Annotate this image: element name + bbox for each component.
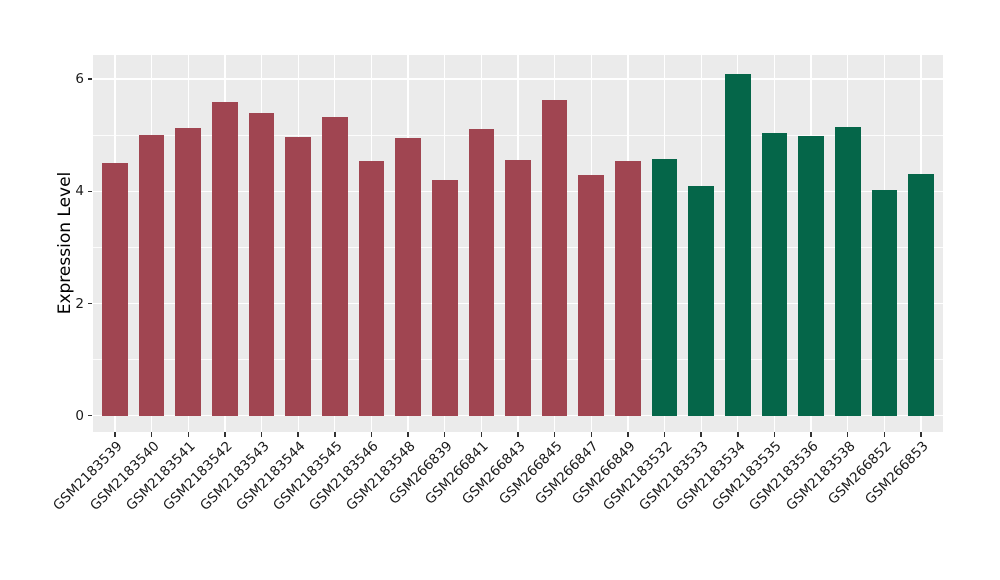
x-tick-mark [187, 432, 189, 437]
bar-GSM266847 [578, 175, 605, 416]
bar-GSM2183539 [102, 163, 128, 416]
x-tick-mark [883, 432, 886, 437]
x-tick-mark [773, 432, 776, 437]
y-tick-label: 2 [75, 295, 84, 312]
x-tick-mark [480, 432, 483, 437]
x-tick-mark [443, 432, 446, 437]
y-tick-label: 0 [75, 407, 84, 424]
y-tick-mark [88, 302, 92, 305]
bar-GSM2183543 [248, 112, 275, 416]
x-tick-mark [517, 432, 519, 437]
bar-GSM2183540 [138, 134, 165, 416]
x-tick-mark [553, 432, 556, 437]
x-tick-mark [663, 432, 666, 437]
bar-GSM266853 [908, 173, 934, 416]
x-tick-mark [590, 432, 593, 437]
bar-GSM266852 [871, 190, 898, 416]
x-tick-mark [334, 432, 336, 437]
x-tick-mark [260, 432, 263, 437]
y-tick-label: 6 [75, 71, 84, 88]
bar-GSM2183533 [688, 185, 714, 416]
bar-GSM266839 [431, 179, 458, 416]
bar-GSM2183545 [321, 116, 348, 416]
bar-GSM2183542 [212, 101, 238, 416]
x-tick-mark [627, 432, 629, 437]
x-tick-mark [700, 432, 702, 437]
x-tick-mark [737, 432, 739, 437]
x-tick-mark [114, 432, 116, 437]
x-tick-mark [920, 432, 922, 437]
bar-GSM2183548 [395, 138, 421, 416]
bar-GSM2183544 [285, 137, 311, 416]
bar-GSM2183541 [175, 127, 202, 416]
bar-GSM266843 [505, 159, 531, 416]
bar-GSM2183535 [761, 132, 788, 416]
x-tick-mark [370, 432, 373, 437]
x-tick-mark [297, 432, 299, 437]
bar-GSM266845 [541, 100, 568, 416]
x-tick-mark [810, 432, 812, 437]
y-tick-mark [88, 414, 92, 417]
bar-GSM2183538 [834, 126, 861, 416]
x-tick-mark [150, 432, 153, 437]
plot-panel [93, 55, 943, 432]
bar-GSM2183534 [725, 74, 751, 416]
x-tick-mark [846, 432, 849, 437]
bar-GSM266841 [468, 129, 495, 416]
bar-GSM2183546 [358, 161, 385, 416]
y-tick-mark [88, 190, 92, 193]
bar-GSM2183532 [651, 159, 678, 416]
y-tick-mark [88, 78, 92, 80]
x-tick-mark [224, 432, 226, 437]
bar-GSM266849 [615, 161, 641, 416]
y-tick-label: 4 [75, 183, 84, 200]
x-tick-mark [407, 432, 409, 437]
bar-GSM2183536 [798, 136, 824, 416]
